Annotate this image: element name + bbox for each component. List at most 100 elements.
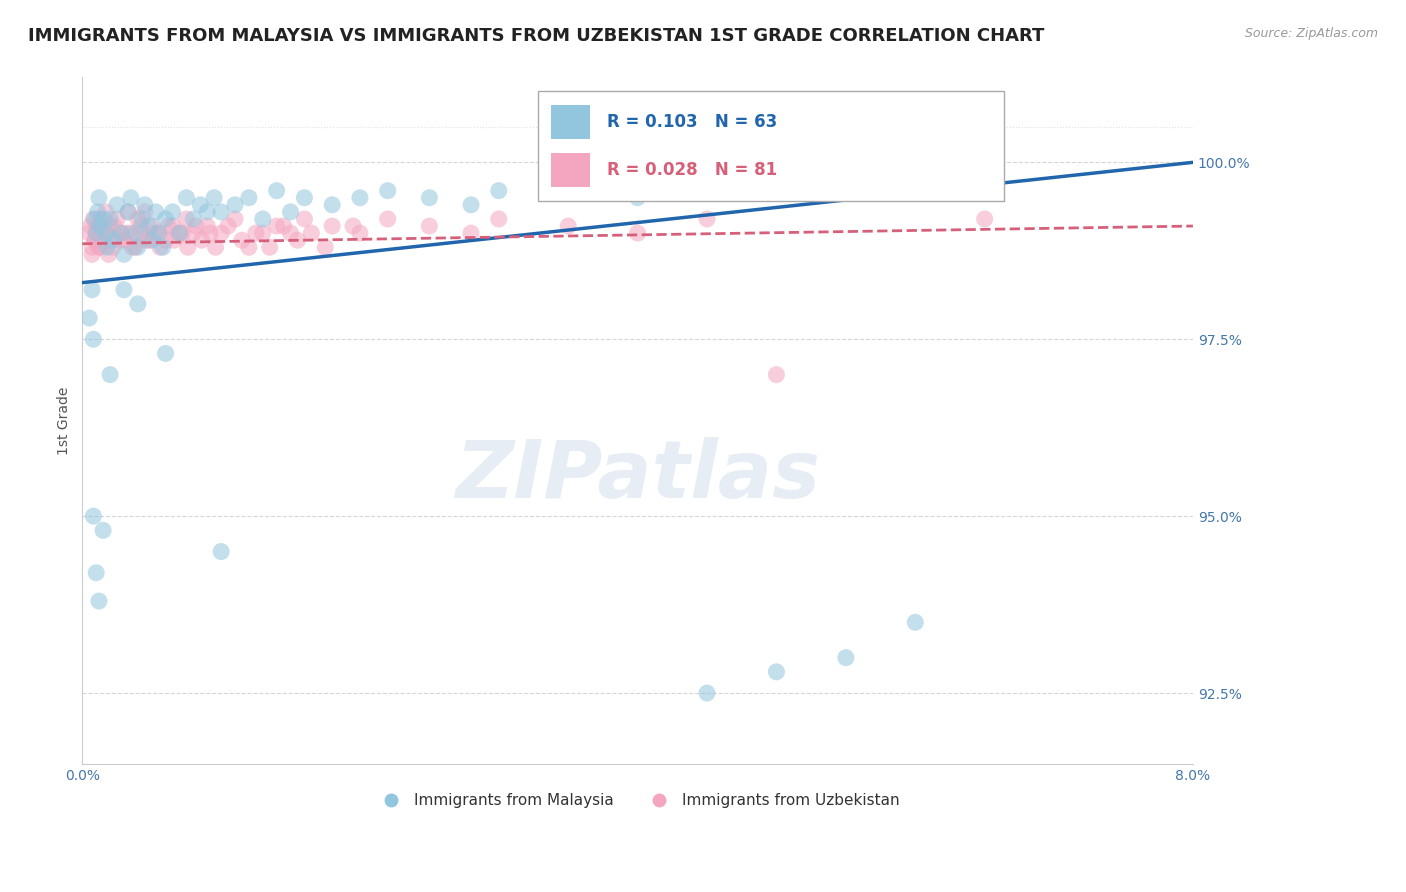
Point [273,219,295,233]
Point [120,191,142,205]
Point [280,205,302,219]
Point [176,191,198,205]
Point [195,219,218,233]
Point [98,211,121,226]
Point [259,240,281,254]
Point [124,226,146,240]
Point [266,219,288,233]
Text: Source: ZipAtlas.com: Source: ZipAtlas.com [1244,27,1378,40]
Point [765,665,787,679]
Bar [551,105,591,139]
Point [91,524,114,538]
Point [96,240,118,254]
Point [98,368,121,382]
Point [94,226,117,240]
Point [91,211,114,226]
Point [245,226,267,240]
Point [904,615,927,630]
Point [86,219,108,233]
Point [143,226,166,240]
Text: R = 0.103   N = 63: R = 0.103 N = 63 [606,113,776,131]
Point [112,247,135,261]
Point [134,205,156,219]
Point [83,233,105,247]
FancyBboxPatch shape [537,91,1004,201]
Point [121,240,143,254]
Point [82,211,104,226]
Text: IMMIGRANTS FROM MALAYSIA VS IMMIGRANTS FROM UZBEKISTAN 1ST GRADE CORRELATION CHA: IMMIGRANTS FROM MALAYSIA VS IMMIGRANTS F… [28,27,1045,45]
Point [252,226,274,240]
Point [342,219,364,233]
Y-axis label: 1st Grade: 1st Grade [58,386,72,455]
Point [973,211,995,226]
Point [557,177,579,191]
Point [626,226,648,240]
Point [252,211,274,226]
Point [127,211,149,226]
Point [217,219,239,233]
Point [460,226,482,240]
Point [188,198,211,212]
Point [107,233,129,247]
Point [120,226,142,240]
Point [349,226,371,240]
Point [224,211,246,226]
Point [184,219,207,233]
Point [98,219,121,233]
Point [172,226,194,240]
Point [155,233,177,247]
Point [314,240,336,254]
Point [134,198,156,212]
Point [148,226,170,240]
Point [209,544,232,558]
Point [80,247,103,261]
Point [131,226,153,240]
Point [626,191,648,205]
Point [112,233,135,247]
Point [135,233,157,247]
Point [163,233,186,247]
Point [557,219,579,233]
Point [84,566,107,580]
Point [287,233,309,247]
Point [101,233,124,247]
Point [127,240,149,254]
Point [835,650,858,665]
Point [101,240,124,254]
Point [162,219,184,233]
Point [190,233,212,247]
Text: R = 0.028   N = 81: R = 0.028 N = 81 [606,161,776,179]
Point [488,211,510,226]
Point [224,198,246,212]
Point [110,226,132,240]
Point [141,219,163,233]
Point [377,184,399,198]
Point [82,332,104,346]
Point [202,191,225,205]
Point [209,205,232,219]
Point [87,594,110,608]
Point [176,211,198,226]
Point [294,191,316,205]
Point [177,240,200,254]
Point [91,233,114,247]
Bar [551,153,591,187]
Point [377,211,399,226]
Point [696,211,718,226]
Point [294,211,316,226]
Point [183,226,205,240]
Point [145,205,167,219]
Point [93,226,115,240]
Point [299,226,322,240]
Point [127,297,149,311]
Point [488,184,510,198]
Point [169,226,191,240]
Point [117,205,139,219]
Point [77,311,100,326]
Point [266,184,288,198]
Point [129,219,152,233]
Point [87,191,110,205]
Point [89,219,111,233]
Point [321,198,343,212]
Point [124,240,146,254]
